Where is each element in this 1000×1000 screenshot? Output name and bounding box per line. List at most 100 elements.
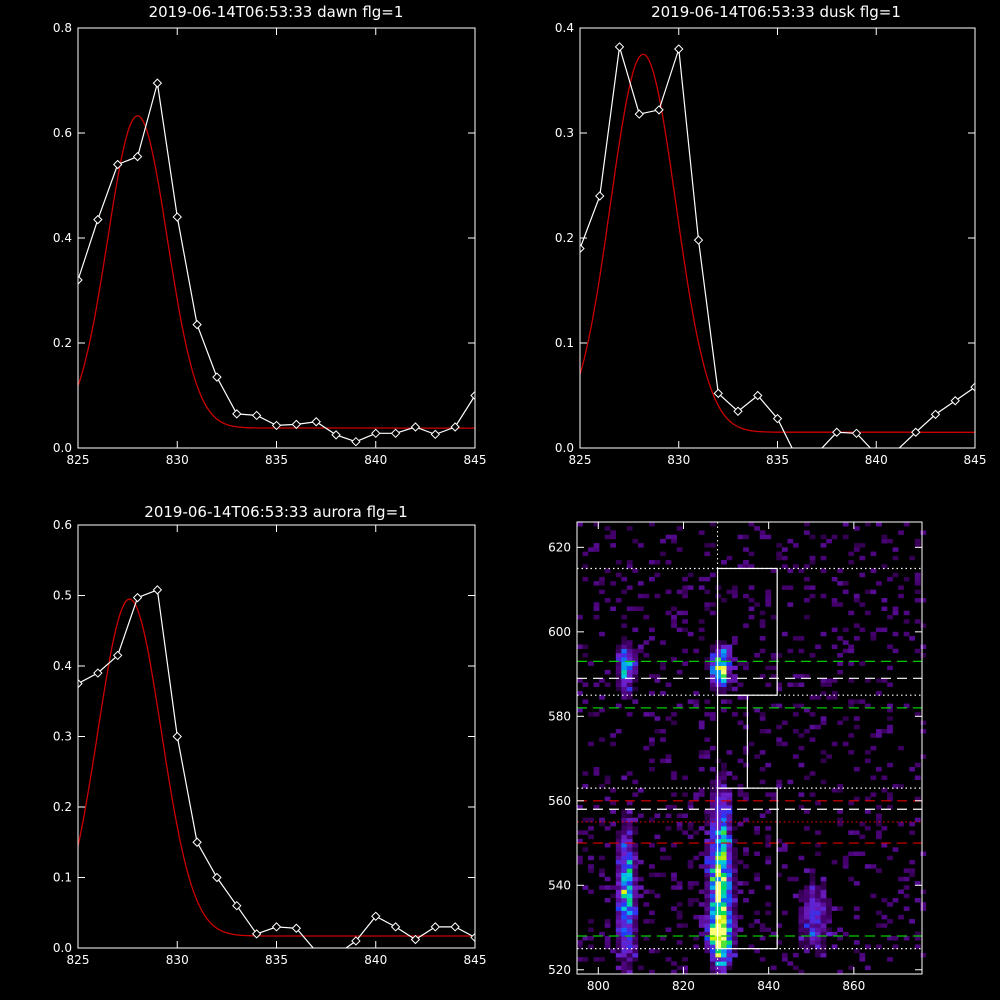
heatmap-cell	[715, 779, 722, 785]
heatmap-cell	[743, 750, 749, 755]
heatmap-cell	[704, 876, 711, 882]
aurora-data-point	[430, 922, 441, 932]
heatmap-cell	[726, 876, 733, 882]
heatmap-cell	[676, 881, 683, 886]
heatmap-cell	[615, 881, 622, 886]
heatmap-cell	[870, 733, 877, 738]
heatmap-cell	[599, 737, 605, 742]
heatmap-cell	[626, 585, 633, 590]
heatmap-cell	[815, 800, 821, 806]
heatmap-cell	[754, 876, 760, 882]
heatmap-cell	[721, 817, 727, 823]
heatmap-cell	[715, 952, 722, 958]
heatmap-cell	[626, 691, 633, 696]
heatmap-cell	[732, 906, 738, 911]
heatmap-cell	[721, 809, 727, 814]
aurora-fit-curve	[78, 598, 475, 937]
heatmap-cell	[721, 889, 727, 894]
heatmap-ytick-label: 580	[548, 709, 571, 723]
heatmap-cell	[804, 576, 810, 582]
heatmap-cell	[709, 893, 716, 899]
heatmap-cell	[632, 665, 639, 671]
heatmap-cell	[721, 919, 727, 924]
heatmap-cell	[698, 851, 705, 856]
heatmap-cell	[721, 902, 727, 907]
heatmap-cell	[599, 678, 605, 683]
heatmap-cell	[726, 800, 733, 806]
heatmap-cell	[876, 522, 882, 527]
heatmap-cell	[898, 530, 904, 535]
heatmap-cell	[593, 957, 600, 962]
heatmap-cell	[765, 826, 772, 831]
heatmap-cell	[582, 564, 589, 569]
heatmap-cell	[732, 923, 738, 928]
heatmap-cell	[693, 703, 700, 709]
heatmap-cell	[903, 885, 910, 890]
heatmap-cell	[715, 902, 722, 907]
heatmap-cell	[776, 682, 783, 687]
heatmap-cell	[621, 576, 628, 582]
heatmap-cell	[660, 551, 666, 557]
heatmap-cell	[709, 847, 716, 852]
heatmap-cell	[726, 906, 733, 911]
heatmap-cell	[615, 864, 622, 869]
heatmap-cell	[842, 931, 849, 937]
heatmap-cell	[798, 703, 805, 709]
heatmap-cell	[726, 902, 733, 907]
heatmap-cell	[704, 851, 711, 856]
heatmap-cell	[820, 940, 827, 945]
heatmap-cell	[721, 669, 727, 675]
heatmap-cell	[737, 788, 744, 793]
heatmap-cell	[909, 868, 915, 873]
heatmap-cell	[870, 589, 877, 595]
heatmap-cell	[914, 589, 921, 595]
heatmap-cell	[826, 695, 832, 700]
heatmap-cell	[903, 876, 910, 882]
heatmap-cell	[898, 889, 904, 894]
heatmap-cell	[632, 669, 639, 675]
heatmap-cell	[593, 712, 600, 717]
heatmap-cell	[626, 855, 633, 861]
heatmap-cell	[732, 847, 738, 852]
aurora-data-line	[78, 589, 475, 948]
heatmap-cell	[704, 889, 711, 894]
heatmap-cell	[726, 881, 733, 886]
heatmap-cell	[654, 834, 661, 840]
heatmap-cell	[759, 729, 766, 734]
heatmap-cell	[765, 809, 772, 814]
heatmap-cell	[687, 826, 694, 831]
heatmap-cell	[709, 669, 716, 675]
heatmap-cell	[726, 589, 733, 595]
heatmap-cell	[815, 644, 821, 649]
heatmap-cell	[732, 674, 738, 679]
heatmap-cell	[709, 931, 716, 937]
heatmap-cell	[709, 838, 716, 844]
heatmap-cell	[737, 889, 744, 894]
aurora-ytick-label: 0.6	[53, 518, 72, 532]
heatmap-cell	[743, 564, 749, 569]
heatmap-cell	[698, 792, 705, 797]
heatmap-cell	[621, 695, 628, 700]
dawn-data-point	[232, 409, 242, 419]
heatmap-cell	[676, 703, 683, 709]
heatmap-cell	[853, 796, 860, 802]
heatmap-cell	[804, 889, 810, 894]
heatmap-cell	[787, 961, 794, 966]
heatmap-cell	[649, 910, 655, 916]
dawn-data-point	[450, 422, 460, 432]
heatmap-cell	[704, 855, 711, 861]
dawn-data-point	[291, 419, 302, 430]
heatmap-cell	[577, 838, 583, 844]
heatmap-cell	[859, 952, 866, 958]
heatmap-cell	[804, 530, 810, 535]
heatmap-cell	[671, 775, 677, 780]
heatmap-cell	[621, 686, 628, 692]
heatmap-cell	[676, 813, 683, 818]
heatmap-cell	[621, 919, 628, 924]
heatmap-cell	[621, 817, 628, 823]
heatmap-cell	[876, 678, 882, 683]
heatmap-cell	[737, 859, 744, 865]
heatmap-cell	[615, 682, 622, 687]
heatmap-cell	[759, 712, 766, 717]
dusk-data-point	[970, 382, 975, 392]
